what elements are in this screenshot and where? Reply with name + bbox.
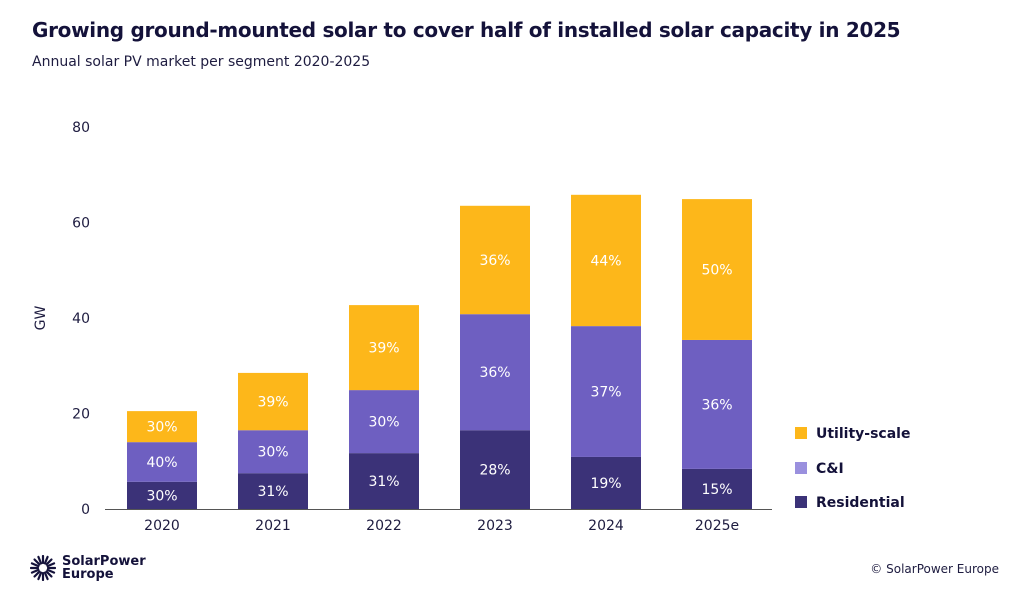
bar-segment (238, 473, 308, 509)
legend-label: Residential (816, 495, 905, 511)
y-tick-label: 0 (81, 502, 90, 518)
data-label: 39% (368, 341, 399, 357)
y-tick-label: 20 (72, 407, 90, 423)
bar-segment (349, 305, 419, 391)
x-tick-label: 2023 (477, 518, 513, 534)
copyright: © SolarPower Europe (870, 562, 999, 576)
legend-label: Utility-scale (816, 426, 910, 442)
data-label: 44% (590, 253, 621, 269)
y-tick-label: 60 (72, 216, 90, 232)
logo-line1: SolarPower (62, 554, 146, 569)
bar-segment (349, 390, 419, 454)
bar-segment (127, 442, 197, 482)
data-label: 40% (146, 455, 177, 471)
bar-segment (238, 430, 308, 474)
y-tick-label: 40 (72, 311, 90, 327)
bar-segment (460, 314, 530, 431)
legend-swatch (795, 462, 807, 474)
sun-logo-icon (30, 555, 56, 581)
logo-line2: Europe (62, 567, 114, 582)
data-label: 30% (146, 488, 177, 504)
bar-segment (127, 481, 197, 509)
solarpower-europe-logo: SolarPower Europe (30, 555, 146, 581)
data-label: 36% (479, 253, 510, 269)
data-label: 30% (257, 445, 288, 461)
bar-segment (682, 339, 752, 469)
data-label: 31% (257, 484, 288, 500)
data-label: 28% (479, 463, 510, 479)
legend-swatch (795, 427, 807, 439)
chart-title: Growing ground-mounted solar to cover ha… (32, 18, 901, 42)
bar-segment (571, 326, 641, 457)
bar-segment (460, 430, 530, 509)
data-label: 19% (590, 476, 621, 492)
data-label: 30% (146, 420, 177, 436)
bar-segment (349, 453, 419, 509)
bar-segment (682, 468, 752, 509)
bar-segment (571, 194, 641, 327)
y-axis-label: GW (33, 306, 49, 331)
bar-segment (682, 199, 752, 340)
x-tick-label: 2025e (695, 518, 739, 534)
x-tick-label: 2024 (588, 518, 624, 534)
y-tick-label: 80 (72, 120, 90, 136)
legend-label: C&I (816, 461, 844, 477)
data-label: 31% (368, 474, 399, 490)
data-label: 15% (701, 482, 732, 498)
data-label: 50% (701, 263, 732, 279)
legend-swatch (795, 496, 807, 508)
data-label: 30% (368, 415, 399, 431)
bar-segment (127, 411, 197, 443)
bar-segment (571, 456, 641, 509)
bar-segment (238, 372, 308, 431)
x-tick-label: 2020 (144, 518, 180, 534)
data-label: 36% (479, 365, 510, 381)
x-tick-label: 2021 (255, 518, 291, 534)
data-label: 39% (257, 395, 288, 411)
bar-segment (460, 205, 530, 315)
data-label: 37% (590, 385, 621, 401)
data-label: 36% (701, 397, 732, 413)
x-tick-label: 2022 (366, 518, 402, 534)
chart-subtitle: Annual solar PV market per segment 2020-… (32, 54, 371, 70)
